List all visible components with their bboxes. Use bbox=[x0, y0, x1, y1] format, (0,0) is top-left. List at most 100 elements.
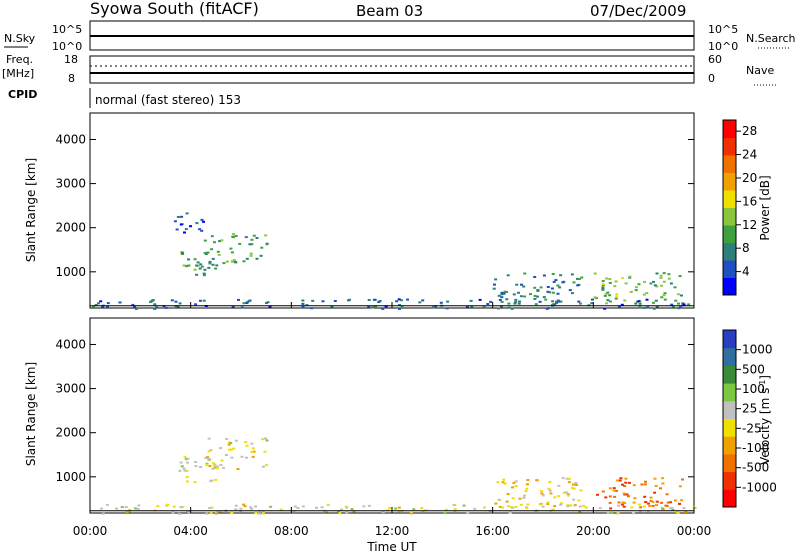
data-cell bbox=[655, 285, 659, 288]
data-cell bbox=[105, 503, 109, 506]
y-tick-label: 2000 bbox=[55, 426, 86, 440]
data-cell bbox=[497, 294, 501, 297]
data-cell bbox=[639, 506, 643, 509]
data-cell bbox=[207, 450, 211, 453]
data-cell bbox=[137, 504, 141, 507]
data-cell bbox=[615, 293, 619, 296]
data-cell bbox=[473, 507, 477, 510]
data-cell bbox=[662, 280, 666, 283]
data-cell bbox=[261, 512, 265, 515]
data-cell bbox=[606, 512, 610, 514]
colorbar-tick-label: 25 bbox=[742, 402, 757, 416]
data-cell bbox=[240, 306, 244, 309]
data-cell bbox=[225, 260, 229, 263]
data-cell bbox=[518, 300, 521, 303]
colorbar-tick-label: -500 bbox=[742, 461, 769, 475]
data-cell bbox=[566, 505, 570, 508]
data-cell bbox=[367, 504, 371, 507]
data-cell bbox=[514, 480, 518, 483]
data-cell bbox=[634, 289, 638, 292]
data-cell bbox=[500, 293, 504, 296]
data-cell bbox=[557, 300, 561, 303]
x-tick-label: 04:00 bbox=[173, 524, 208, 538]
data-cell bbox=[398, 307, 401, 310]
data-cell bbox=[546, 503, 550, 505]
data-cell bbox=[421, 510, 425, 513]
data-cell bbox=[462, 504, 466, 507]
data-cell bbox=[665, 493, 669, 496]
data-cell bbox=[293, 505, 297, 508]
data-cell bbox=[617, 305, 621, 308]
data-cell bbox=[541, 505, 545, 508]
data-cell bbox=[406, 298, 409, 301]
data-cell bbox=[153, 303, 157, 306]
data-cell bbox=[204, 457, 208, 459]
data-cell bbox=[511, 497, 515, 500]
freq-tick-top: 18 bbox=[64, 53, 78, 66]
data-cell bbox=[214, 478, 218, 481]
data-cell bbox=[164, 306, 168, 309]
data-cell bbox=[579, 302, 582, 305]
data-cell bbox=[663, 298, 667, 301]
nsearch-label: N.Search bbox=[746, 32, 796, 45]
data-cell bbox=[185, 480, 189, 483]
data-cell bbox=[252, 450, 256, 453]
data-cell bbox=[601, 280, 605, 283]
data-cell bbox=[608, 495, 612, 498]
data-cell bbox=[572, 487, 576, 490]
x-tick-label: 16:00 bbox=[475, 524, 510, 538]
data-cell bbox=[625, 493, 629, 496]
data-cell bbox=[231, 305, 235, 308]
data-cell bbox=[559, 503, 563, 506]
power-frame bbox=[89, 112, 695, 309]
data-cell bbox=[397, 298, 401, 301]
data-cell bbox=[155, 306, 159, 309]
data-cell bbox=[548, 291, 552, 294]
data-cell bbox=[202, 272, 206, 275]
data-cell bbox=[604, 496, 608, 499]
data-cell bbox=[533, 276, 537, 278]
data-cell bbox=[204, 253, 208, 255]
data-cell bbox=[525, 487, 529, 490]
data-cell bbox=[615, 295, 619, 298]
data-cell bbox=[181, 506, 185, 508]
data-cell bbox=[213, 466, 217, 469]
data-cell bbox=[621, 501, 625, 504]
data-cell bbox=[577, 278, 581, 280]
data-cell bbox=[497, 498, 501, 501]
data-cell bbox=[215, 264, 219, 267]
freq-unit: [MHz] bbox=[2, 67, 34, 80]
colorbar-cell bbox=[723, 242, 736, 261]
data-cell bbox=[211, 257, 215, 260]
data-cell bbox=[133, 305, 136, 308]
data-cell bbox=[498, 505, 502, 508]
data-cell bbox=[131, 303, 135, 306]
data-cell bbox=[659, 487, 662, 490]
data-cell bbox=[178, 469, 182, 472]
data-cell bbox=[536, 295, 539, 298]
colorbar-cell bbox=[723, 489, 736, 508]
data-cell bbox=[533, 294, 537, 297]
data-cell bbox=[609, 507, 613, 510]
data-cell bbox=[210, 506, 214, 509]
data-cell bbox=[655, 504, 658, 507]
data-cell bbox=[439, 301, 443, 304]
data-cell bbox=[680, 294, 683, 297]
data-cell bbox=[603, 294, 607, 297]
data-cell bbox=[224, 454, 228, 456]
data-cell bbox=[606, 299, 610, 302]
data-cell bbox=[232, 233, 236, 236]
colorbar-tick-label: 4 bbox=[742, 265, 750, 279]
data-cell bbox=[265, 242, 269, 245]
data-cell bbox=[655, 500, 659, 503]
time-axis-label: Time UT bbox=[366, 540, 417, 554]
data-cell bbox=[547, 487, 551, 490]
data-cell bbox=[181, 251, 185, 254]
data-cell bbox=[562, 491, 566, 494]
data-cell bbox=[205, 463, 209, 466]
data-cell bbox=[660, 296, 664, 299]
data-cell bbox=[194, 461, 198, 463]
data-cell bbox=[215, 465, 219, 468]
data-cell bbox=[252, 234, 256, 237]
colorbar-tick-label: 16 bbox=[742, 194, 757, 208]
